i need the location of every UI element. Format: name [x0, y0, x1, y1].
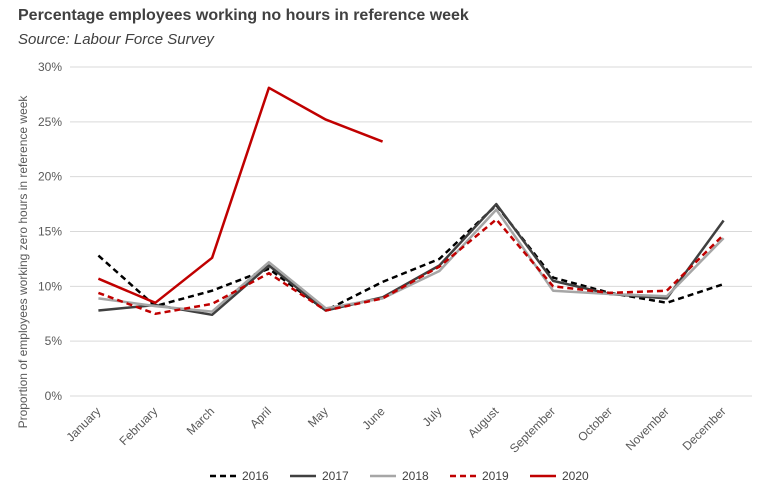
series-line-2016 [97, 203, 724, 312]
x-axis-ticks: January February March April May June July Augu… [63, 404, 728, 456]
legend-label-2017: 2017 [322, 469, 349, 483]
x-tick-label: June [359, 404, 388, 433]
x-tick-label: August [465, 404, 502, 441]
x-tick-label: January [63, 404, 103, 444]
x-tick-label: March [184, 404, 217, 437]
x-tick-label: February [117, 404, 161, 448]
x-tick-label: November [623, 404, 672, 453]
series-line-2018 [98, 208, 725, 313]
y-axis-ticks: 0% 5% 10% 15% 20% 25% 30% [38, 60, 62, 403]
x-tick-label: May [305, 404, 331, 430]
series-line-2020 [97, 86, 384, 305]
x-tick-label: April [247, 404, 274, 431]
y-tick-label: 25% [38, 115, 62, 129]
legend-label-2020: 2020 [562, 469, 589, 483]
x-tick-label: September [507, 404, 558, 455]
legend-label-2018: 2018 [402, 469, 429, 483]
y-tick-label: 0% [45, 389, 63, 403]
y-tick-label: 20% [38, 170, 62, 184]
y-tick-label: 5% [45, 334, 63, 348]
legend-label-2016: 2016 [242, 469, 269, 483]
series-line-2017 [98, 202, 725, 317]
x-tick-label: December [680, 404, 729, 453]
x-tick-label: July [420, 404, 445, 429]
series-line-2019 [97, 218, 725, 316]
chart-title: Percentage employees working no hours in… [18, 7, 469, 24]
y-tick-label: 15% [38, 225, 62, 239]
chart-subtitle: Source: Labour Force Survey [18, 31, 214, 48]
y-axis-label: Proportion of employees working zero hou… [16, 95, 30, 429]
series-lines [97, 86, 725, 317]
legend-label-2019: 2019 [482, 469, 509, 483]
x-tick-label: October [575, 404, 615, 444]
gridlines [70, 66, 752, 342]
legend: 2016 2017 2018 2019 2020 [210, 469, 589, 483]
y-tick-label: 30% [38, 60, 62, 74]
y-tick-label: 10% [38, 279, 62, 293]
